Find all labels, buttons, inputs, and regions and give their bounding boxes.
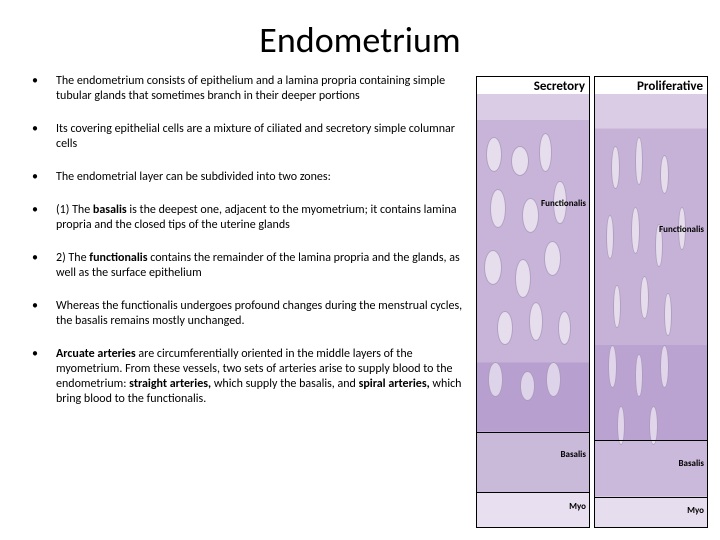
panel-label: Secretory <box>477 77 589 94</box>
gland-shape <box>631 207 640 255</box>
gland-shape <box>490 189 506 228</box>
histology-panel: Secretory Functionalis Basalis Myo <box>476 76 590 528</box>
bullet-item: 2) The functionalis contains the remaind… <box>28 251 466 281</box>
gland-shape <box>613 285 621 328</box>
bullet-item: Its covering epithelial cells are a mixt… <box>28 122 466 152</box>
bullet-item: (1) The basalis is the deepest one, adja… <box>28 203 466 233</box>
gland-shape <box>497 311 513 346</box>
region-divider <box>477 492 589 493</box>
gland-shape <box>640 276 649 319</box>
bullet-item: Arcuate arteries are circumferentially o… <box>28 347 466 407</box>
region-label: Functionalis <box>659 224 704 235</box>
gland-shape <box>488 362 503 397</box>
region-divider <box>595 440 707 441</box>
gland-shape <box>635 354 643 397</box>
slide: Endometrium The endometrium consists of … <box>0 0 720 540</box>
region-label: Functionalis <box>541 198 586 209</box>
gland-shape <box>484 250 502 285</box>
region-label: Myo <box>569 501 586 512</box>
bullet-item: The endometrial layer can be subdivided … <box>28 170 466 185</box>
gland-shape <box>544 241 561 276</box>
bullet-list: The endometrium consists of epithelium a… <box>28 74 476 528</box>
slide-title: Endometrium <box>0 0 720 74</box>
gland-shape <box>660 155 669 194</box>
region-divider <box>595 497 707 498</box>
gland-shape <box>539 133 552 172</box>
gland-shape <box>635 137 643 185</box>
gland-shape <box>520 371 536 401</box>
gland-shape <box>515 259 531 298</box>
gland-shape <box>660 345 669 388</box>
region-label: Basalis <box>678 458 704 469</box>
panel-label: Proliferative <box>595 77 707 94</box>
gland-shape <box>608 345 617 388</box>
histology-panel: Proliferative Functionalis Basalis Myo <box>594 76 708 528</box>
content-row: The endometrium consists of epithelium a… <box>0 74 720 540</box>
gland-shape <box>511 146 529 176</box>
gland-shape <box>558 311 571 346</box>
region-divider <box>477 432 589 433</box>
gland-shape <box>486 137 502 172</box>
figure-area: SecretoryFunctionalisBasalisMyoProlifera… <box>476 74 708 528</box>
gland-shape <box>529 302 544 341</box>
gland-shape <box>664 293 672 336</box>
gland-shape <box>606 215 614 258</box>
gland-shape <box>522 198 539 233</box>
region-label: Basalis <box>560 449 586 460</box>
bullet-item: Whereas the functionalis undergoes profo… <box>28 299 466 329</box>
gland-shape <box>546 362 561 397</box>
tissue-image: Functionalis Basalis Myo <box>477 94 589 527</box>
gland-shape <box>611 146 620 189</box>
region-label: Myo <box>687 505 704 516</box>
gland-shape <box>649 406 658 445</box>
tissue-image: Functionalis Basalis Myo <box>595 94 707 527</box>
bullet-item: The endometrium consists of epithelium a… <box>28 74 466 104</box>
gland-shape <box>617 406 625 445</box>
